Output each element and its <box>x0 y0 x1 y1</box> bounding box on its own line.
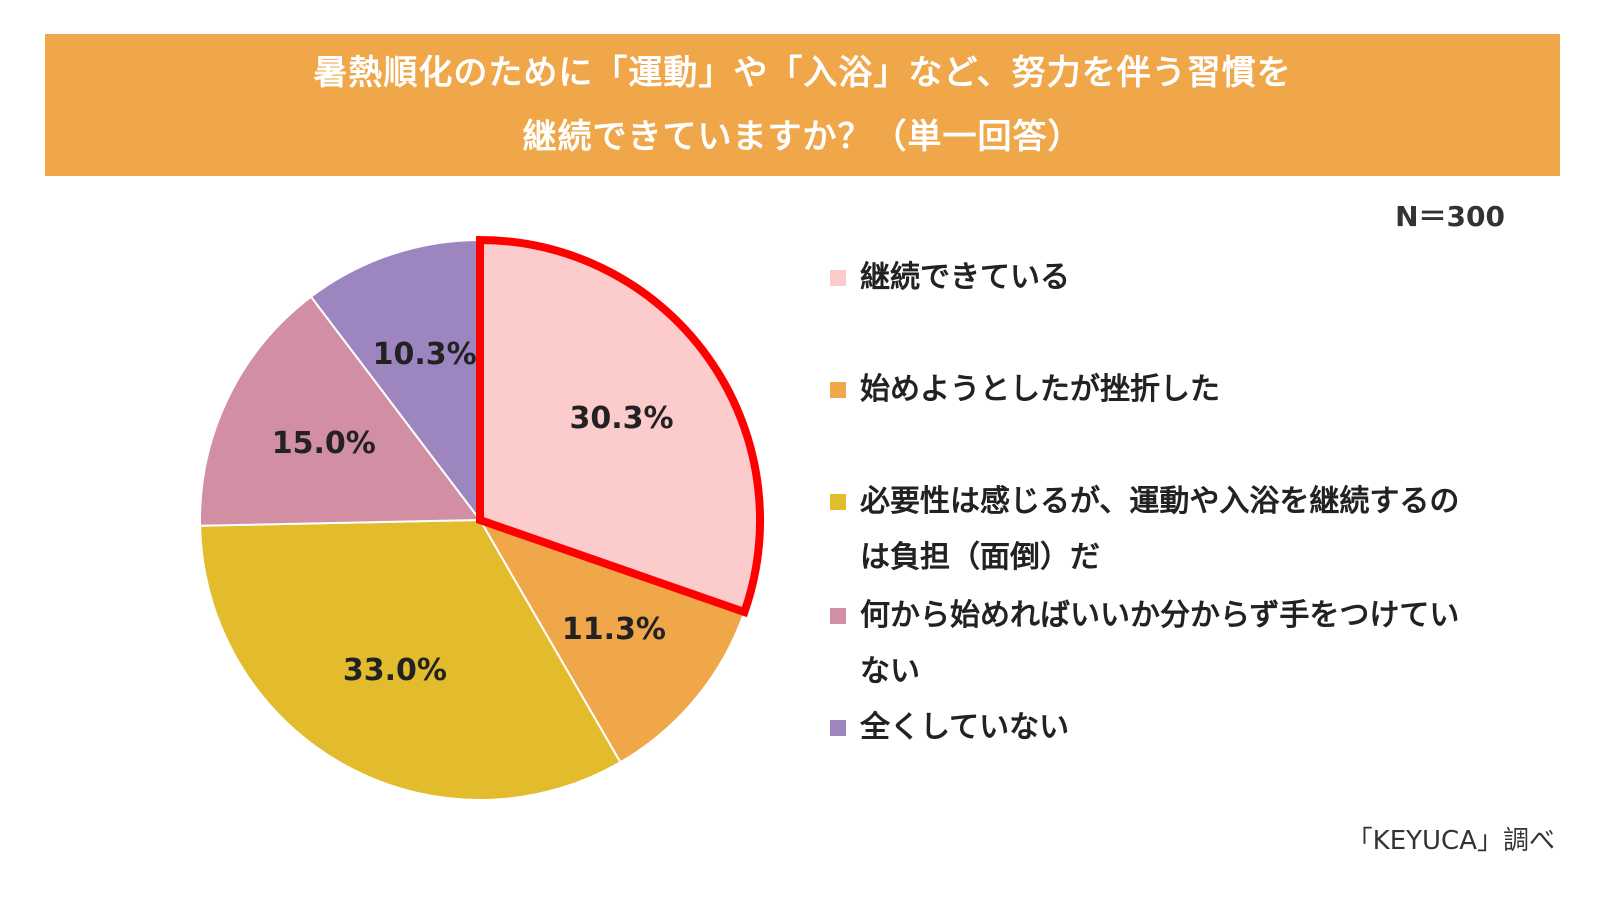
legend-item-continuing: 継続できている <box>830 250 1470 306</box>
legend-swatch <box>830 720 846 736</box>
source-credit: 「KEYUCA」調べ <box>1346 826 1555 856</box>
pie-slice-5 <box>309 238 481 523</box>
pie-slice-3 <box>199 518 622 801</box>
legend-item-gave-up: 始めようとしたが挫折した <box>830 362 1470 418</box>
legend-item-burdensome: 必要性は感じるが、運動や入浴を継続するのは負担（面倒）だ <box>830 474 1470 586</box>
legend-item-not-at-all: 全くしていない <box>830 700 1470 756</box>
legend-label: 必要性は感じるが、運動や入浴を継続するのは負担（面倒）だ <box>860 484 1460 575</box>
chart-title-line-2: 継続できていますか？（単一回答） <box>522 117 1083 157</box>
legend-label: 全くしていない <box>860 710 1070 745</box>
slice-value-label-3: 33.0% <box>343 653 447 688</box>
pie-slice-2 <box>477 518 746 764</box>
legend-swatch <box>830 494 846 510</box>
slice-value-label-4: 15.0% <box>272 426 376 461</box>
chart-title-line-1: 暑熱順化のために「運動」や「入浴」など、努力を伴う習慣を <box>313 53 1292 93</box>
pie-slice-4 <box>199 295 482 527</box>
slice-value-label-1: 30.3% <box>569 401 673 436</box>
legend-swatch <box>830 382 846 398</box>
highlight-outline <box>476 235 764 618</box>
slice-value-label-5: 10.3% <box>373 337 477 372</box>
chart-title: 暑熱順化のために「運動」や「入浴」など、努力を伴う習慣を 継続できていますか？（… <box>45 34 1560 176</box>
legend-label: 何から始めればいいか分からず手をつけていない <box>860 598 1460 689</box>
legend-label: 始めようとしたが挫折した <box>860 372 1220 407</box>
legend-swatch <box>830 270 846 286</box>
sample-size-label: N＝300 <box>1395 200 1505 233</box>
legend-item-not-started: 何から始めればいいか分からず手をつけていない <box>830 588 1470 700</box>
slice-value-label-2: 11.3% <box>562 612 666 647</box>
legend-label: 継続できている <box>860 260 1070 295</box>
legend-swatch <box>830 608 846 624</box>
